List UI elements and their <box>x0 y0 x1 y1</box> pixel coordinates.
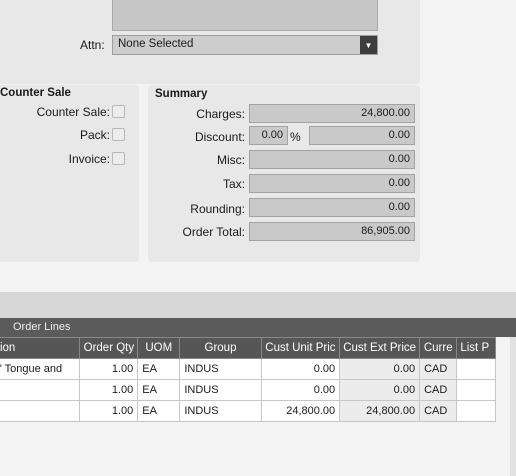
cell-currency: CAD <box>419 379 458 401</box>
counter-sale-panel: Counter Sale Counter Sale: Pack: Invoice… <box>0 85 139 262</box>
cell-currency: CAD <box>419 358 458 380</box>
cell-uom[interactable]: EA <box>137 358 181 380</box>
column-header-currency[interactable]: Curre <box>419 337 458 359</box>
cell-cust-unit-price[interactable]: 0.00 <box>260 358 341 380</box>
grid-scrollbar[interactable] <box>510 337 516 476</box>
attn-label: Attn: <box>80 38 105 52</box>
cell-order-qty[interactable]: 1.00 <box>79 379 139 401</box>
table-header-row: ription Order Qty UOM Group Cust Unit Pr… <box>0 337 496 359</box>
charges-label: Charges: <box>196 107 245 121</box>
cell-cust-ext-price: 0.00 <box>339 379 421 401</box>
counter-sale-checkbox[interactable] <box>112 105 125 118</box>
cell-description[interactable] <box>0 400 81 422</box>
cell-order-qty[interactable]: 1.00 <box>79 400 139 422</box>
table-row[interactable]: - 4" Tongue and 1.00 EA INDUS 0.00 0.00 … <box>0 358 496 380</box>
order-lines-table: ription Order Qty UOM Group Cust Unit Pr… <box>0 337 496 422</box>
column-header-group[interactable]: Group <box>179 337 262 359</box>
counter-sale-label: Counter Sale: <box>36 105 110 119</box>
column-header-cust-unit-price[interactable]: Cust Unit Pric <box>260 337 341 359</box>
invoice-label: Invoice: <box>68 152 110 166</box>
cell-group[interactable]: INDUS <box>179 379 262 401</box>
cell-list-price[interactable] <box>456 379 496 401</box>
cell-currency: CAD <box>419 400 458 422</box>
notes-field[interactable] <box>112 0 378 31</box>
cell-list-price[interactable] <box>456 400 496 422</box>
cell-uom[interactable]: EA <box>137 400 181 422</box>
summary-panel: Summary Charges: 24,800.00 Discount: 0.0… <box>148 85 420 262</box>
cell-order-qty[interactable]: 1.00 <box>79 358 139 380</box>
chevron-down-icon[interactable]: ▼ <box>360 36 377 54</box>
rounding-field: 0.00 <box>249 198 415 217</box>
percent-symbol: % <box>290 130 301 144</box>
column-header-list-price[interactable]: List P <box>456 337 496 359</box>
tax-field: 0.00 <box>249 174 415 193</box>
rounding-label: Rounding: <box>190 202 245 216</box>
attn-dropdown[interactable]: None Selected ▼ <box>112 35 378 55</box>
column-header-uom[interactable]: UOM <box>137 337 181 359</box>
cell-cust-unit-price[interactable]: 0.00 <box>260 379 341 401</box>
cell-cust-unit-price[interactable]: 24,800.00 <box>260 400 341 422</box>
discount-percent-field[interactable]: 0.00 <box>249 126 288 145</box>
charges-field: 24,800.00 <box>249 104 415 123</box>
cell-uom[interactable]: EA <box>137 379 181 401</box>
cell-cust-ext-price: 0.00 <box>339 358 421 380</box>
discount-amount-field[interactable]: 0.00 <box>309 126 415 145</box>
cell-description[interactable]: es <box>0 379 81 401</box>
invoice-checkbox[interactable] <box>112 152 125 165</box>
cell-cust-ext-price: 24,800.00 <box>339 400 421 422</box>
attn-value: None Selected <box>118 38 194 50</box>
cell-group[interactable]: INDUS <box>179 400 262 422</box>
table-row[interactable]: es 1.00 EA INDUS 0.00 0.00 CAD <box>0 379 496 401</box>
misc-label: Misc: <box>217 153 245 167</box>
tax-label: Tax: <box>222 177 245 191</box>
pack-checkbox[interactable] <box>112 128 125 141</box>
toolbar-strip <box>0 292 516 318</box>
order-lines-title: Order Lines <box>0 318 516 337</box>
order-total-field: 86,905.00 <box>249 222 415 241</box>
cell-group[interactable]: INDUS <box>179 358 262 380</box>
column-header-cust-ext-price[interactable]: Cust Ext Price <box>339 337 421 359</box>
cell-description[interactable]: - 4" Tongue and <box>0 358 81 380</box>
cell-list-price[interactable] <box>456 358 496 380</box>
misc-field[interactable]: 0.00 <box>249 150 415 169</box>
summary-title: Summary <box>155 88 208 100</box>
order-total-label: Order Total: <box>182 225 245 239</box>
column-header-order-qty[interactable]: Order Qty <box>79 337 139 359</box>
column-header-description[interactable]: ription <box>0 337 81 359</box>
pack-label: Pack: <box>79 128 110 142</box>
table-row[interactable]: 1.00 EA INDUS 24,800.00 24,800.00 CAD <box>0 400 496 422</box>
counter-sale-title: Counter Sale <box>0 87 71 99</box>
discount-label: Discount: <box>194 130 245 144</box>
